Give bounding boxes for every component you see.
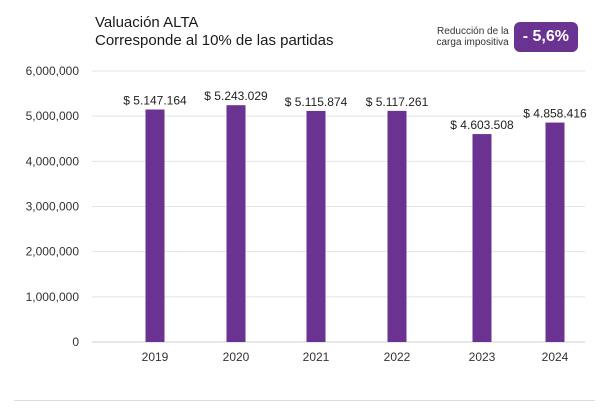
x-tick-label: 2022 [384,350,411,364]
x-tick-label: 2020 [223,350,250,364]
bar-2023 [472,134,492,342]
x-tick-label: 2024 [542,350,569,364]
data-labels: $ 5.147.164 $ 5.243.029 $ 5.115.874 $ 5.117… [123,89,587,132]
data-label-2020: $ 5.243.029 [204,89,268,103]
x-tick-label: 2023 [469,350,496,364]
chart-title-block: Valuación ALTA Corresponde al 10% de las… [95,14,333,50]
data-label-2019: $ 5.147.164 [123,94,187,108]
chart-title: Valuación ALTA [95,14,199,31]
bar-2022 [387,110,407,342]
x-tick-label: 2019 [142,350,169,364]
chart-subtitle: Corresponde al 10% de las partidas [95,32,334,49]
y-tick-label: 2,000,000 [26,245,80,259]
y-tick-label: 1,000,000 [26,290,80,304]
bar-2021 [306,110,326,343]
grid-layer [92,70,585,343]
y-tick-label: 4,000,000 [26,154,80,168]
data-label-2023: $ 4.603.508 [450,118,514,132]
y-tick-label: 3,000,000 [26,200,80,214]
data-label-2024: $ 4.858.416 [523,107,587,121]
data-label-2022: $ 5.117.261 [366,95,429,109]
x-axis-ticks: 2019 2020 2021 2022 2023 2024 [142,350,569,364]
reduction-callout: Reducción de la carga impositiva - 5,6% [436,22,578,52]
y-axis-ticks: 0 1,000,000 2,000,000 3,000,000 4,000,000 5,0… [26,64,80,349]
data-label-2021: $ 5.115.874 [285,95,348,109]
reduction-badge: - 5,6% [513,22,578,52]
reduction-caption: Reducción de la carga impositiva [436,26,508,48]
reduction-caption-line1: Reducción de la [437,26,509,37]
bars [145,105,565,343]
reduction-caption-line2: carga impositiva [436,37,509,48]
y-tick-label: 0 [72,335,79,349]
bar-2024 [545,122,565,342]
bottom-divider [14,400,595,401]
x-tick-label: 2021 [303,350,330,364]
bar-2020 [226,105,246,343]
y-tick-label: 6,000,000 [26,64,80,78]
y-tick-label: 5,000,000 [26,109,80,123]
bar-2019 [145,109,165,342]
